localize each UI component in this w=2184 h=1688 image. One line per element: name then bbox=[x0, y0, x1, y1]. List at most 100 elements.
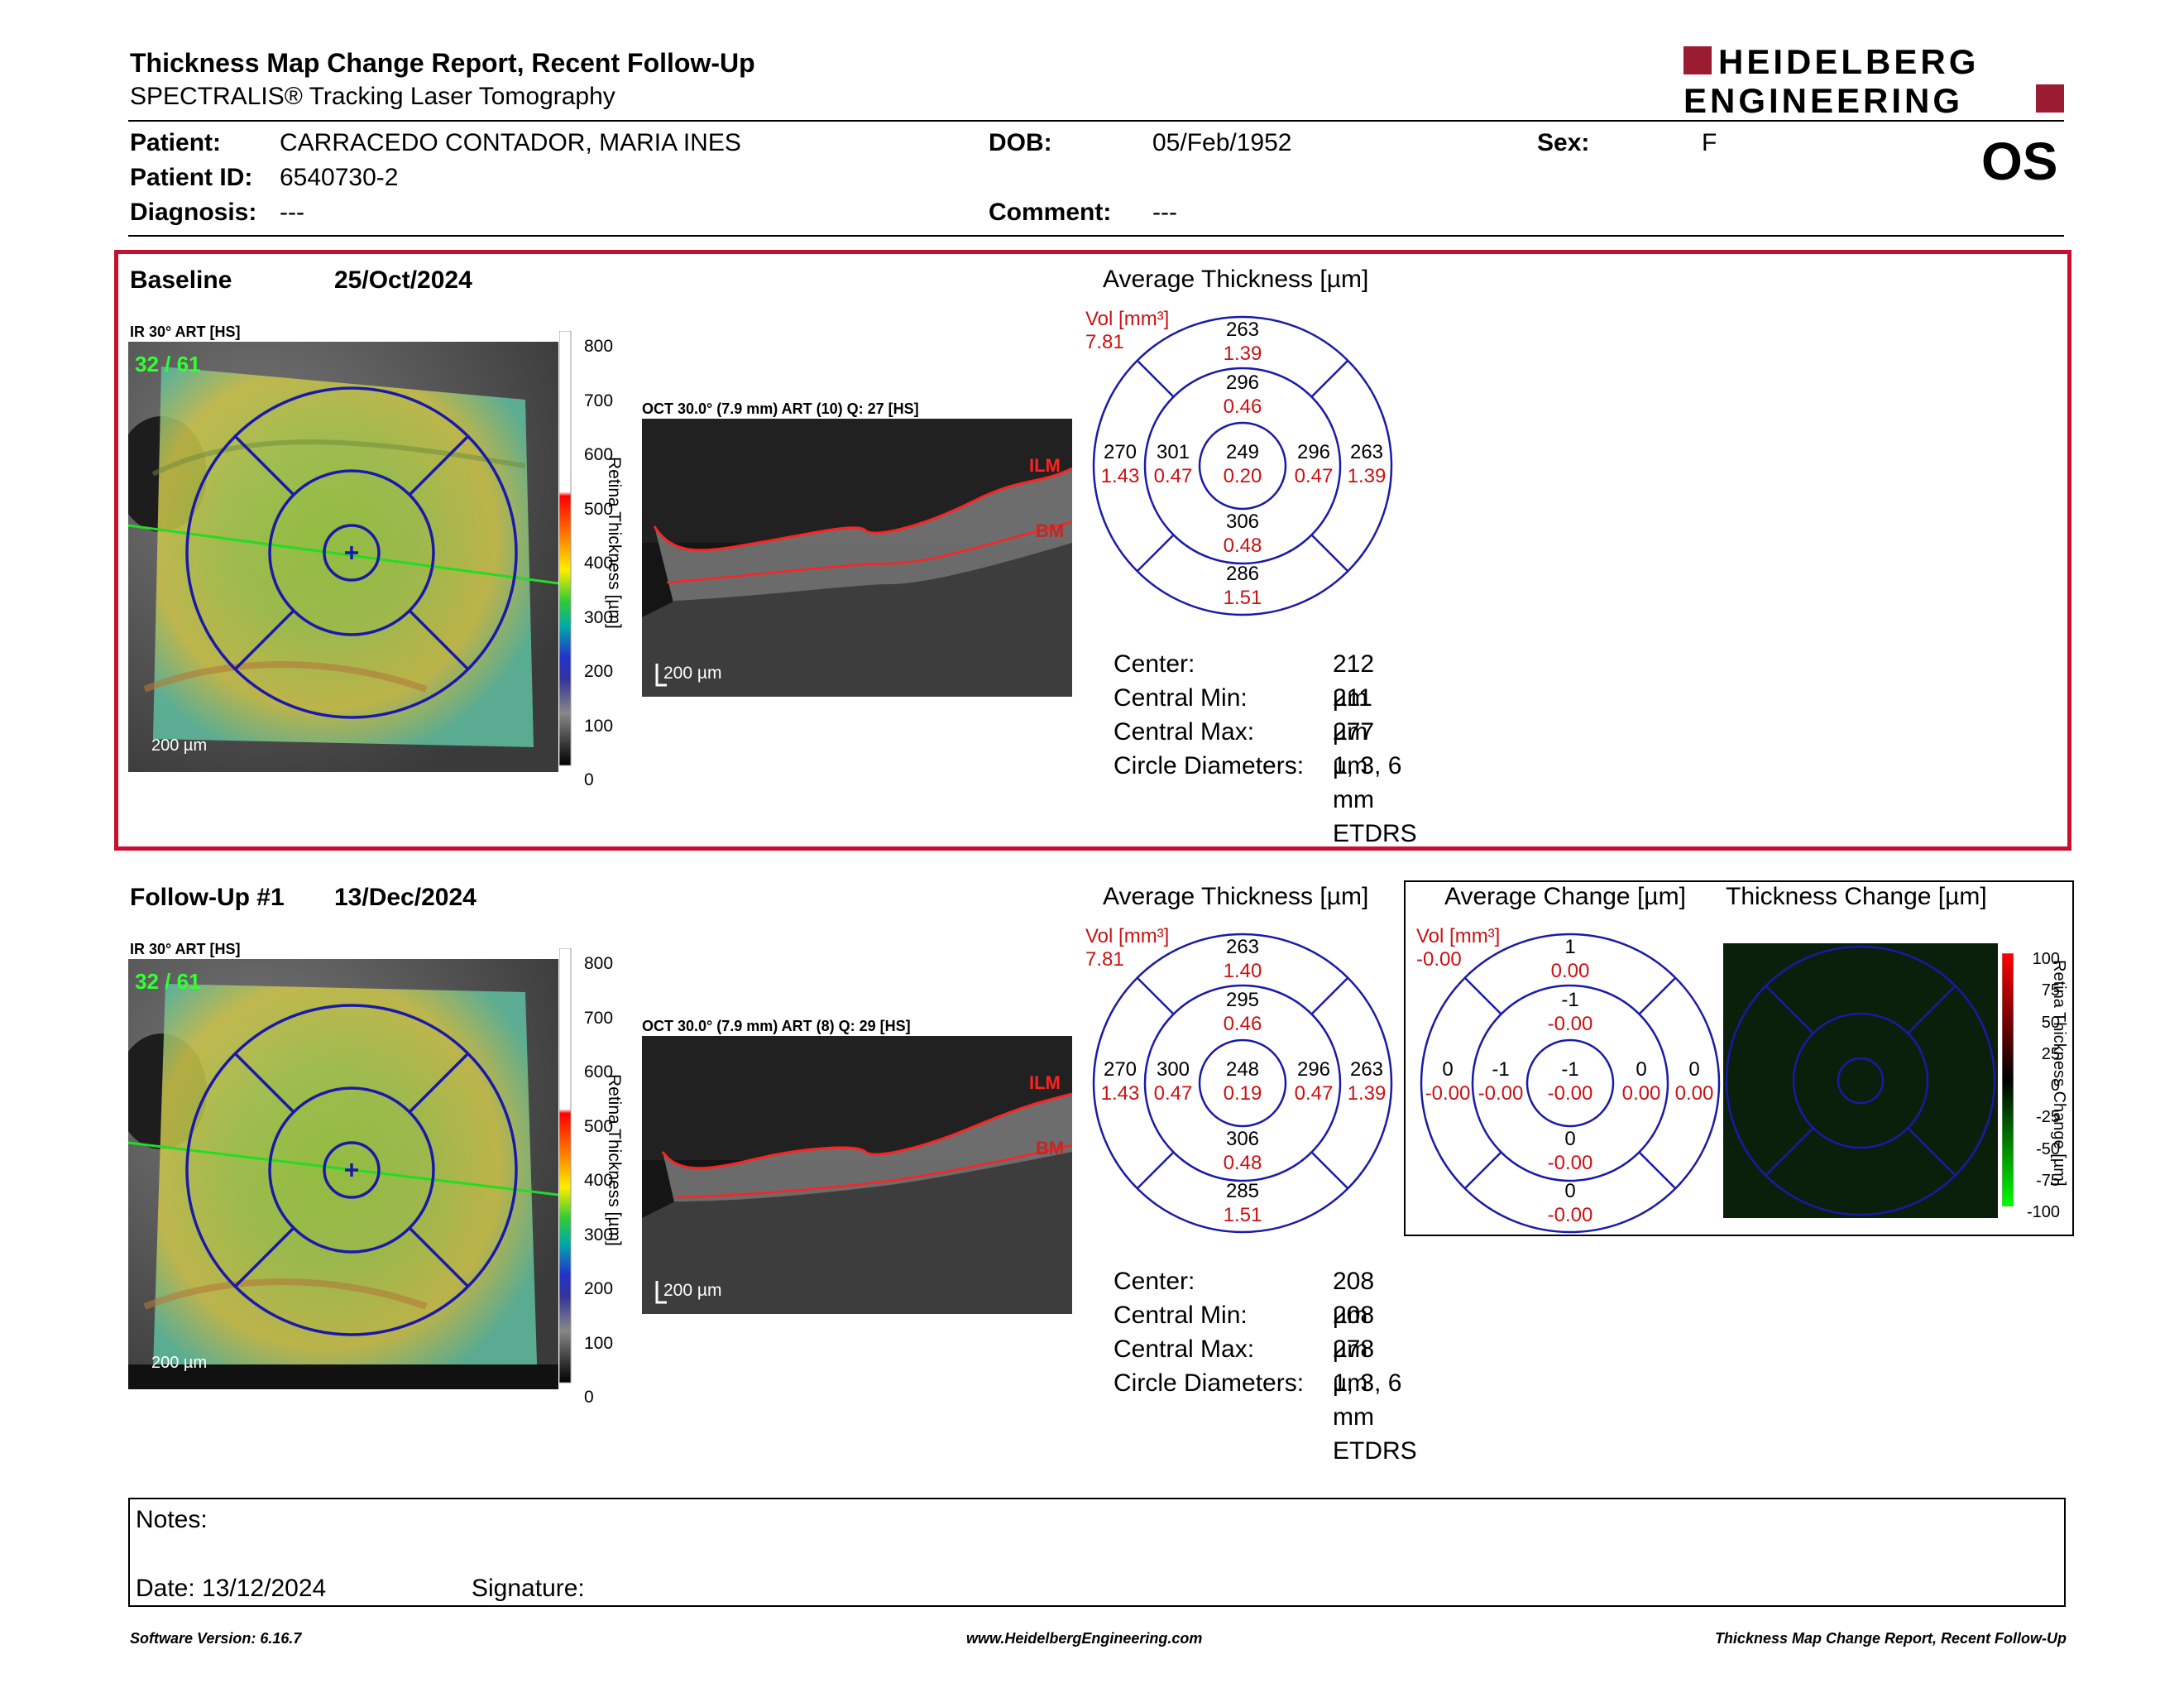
svg-text:270: 270 bbox=[1104, 1058, 1137, 1081]
report-title: Thickness Map Change Report, Recent Foll… bbox=[130, 48, 755, 78]
report-subtitle: SPECTRALIS® Tracking Laser Tomography bbox=[130, 83, 615, 110]
svg-text:0.20: 0.20 bbox=[1224, 465, 1262, 487]
svg-text:1.43: 1.43 bbox=[1101, 1082, 1140, 1105]
svg-text:0.19: 0.19 bbox=[1224, 1082, 1262, 1105]
thickness-change-title: Thickness Change [µm] bbox=[1726, 883, 1987, 910]
diagnosis-label: Diagnosis: bbox=[130, 199, 257, 226]
comment-value: --- bbox=[1152, 199, 1177, 226]
baseline-vol: Vol [mm³] 7.81 bbox=[1085, 308, 1170, 353]
svg-text:296: 296 bbox=[1226, 372, 1259, 394]
svg-text:0: 0 bbox=[1564, 1180, 1575, 1202]
svg-text:0.47: 0.47 bbox=[1295, 1082, 1334, 1105]
baseline-frame bbox=[114, 250, 2071, 851]
svg-text:0: 0 bbox=[1688, 1058, 1699, 1081]
svg-text:1.40: 1.40 bbox=[1224, 960, 1262, 982]
dob-value: 05/Feb/1952 bbox=[1152, 129, 1292, 156]
baseline-fundus-image: 32 / 61 200 µm bbox=[116, 342, 559, 772]
baseline-label: Baseline bbox=[130, 266, 232, 294]
svg-text:0.48: 0.48 bbox=[1224, 1152, 1262, 1174]
followup-stats: Center: 208 µm Central Min: 208 µm Central… bbox=[1114, 1268, 1417, 1465]
svg-text:248: 248 bbox=[1226, 1058, 1259, 1081]
followup-fundus-scale: 200 µm bbox=[151, 1354, 207, 1372]
svg-text:0.00: 0.00 bbox=[1551, 960, 1590, 982]
svg-text:0: 0 bbox=[1442, 1058, 1453, 1081]
baseline-oct-label: OCT 30.0° (7.9 mm) ART (10) Q: 27 [HS] bbox=[642, 400, 919, 417]
svg-text:1.39: 1.39 bbox=[1348, 465, 1387, 487]
followup-colorbar-ticks: 800 700 600 500 400 300 200 100 0 bbox=[584, 954, 614, 1407]
svg-text:0.47: 0.47 bbox=[1154, 465, 1193, 487]
svg-text:0.47: 0.47 bbox=[1154, 1082, 1193, 1105]
svg-text:0.00: 0.00 bbox=[1675, 1082, 1714, 1105]
svg-text:263: 263 bbox=[1350, 1058, 1383, 1081]
footer-report: Thickness Map Change Report, Recent Foll… bbox=[1714, 1630, 2067, 1647]
baseline-etdrs-grid: 263 1.39 296 0.46 270 1.43 301 0.47 249 … bbox=[1085, 305, 1400, 619]
svg-text:0: 0 bbox=[1564, 1128, 1575, 1150]
svg-text:1.39: 1.39 bbox=[1224, 343, 1262, 365]
svg-text:301: 301 bbox=[1157, 441, 1190, 463]
svg-text:0.00: 0.00 bbox=[1622, 1082, 1661, 1105]
baseline-stats: Center: 212 µm Central Min: 211 µm Central… bbox=[1114, 650, 1417, 847]
svg-text:0.46: 0.46 bbox=[1224, 1013, 1262, 1035]
average-change-title: Average Change [µm] bbox=[1444, 883, 1686, 910]
baseline-fundus-scale: 200 µm bbox=[151, 736, 207, 755]
patient-label: Patient: bbox=[130, 129, 222, 156]
svg-text:0.47: 0.47 bbox=[1295, 465, 1334, 487]
thickness-change-map bbox=[1723, 943, 1998, 1218]
sex-label: Sex: bbox=[1537, 129, 1590, 156]
change-etdrs-grid: 1 0.00 -1 -0.00 0 -0.00 -1 -0.00 -1 -0.0… bbox=[1413, 922, 1727, 1236]
notes-date: Date: 13/12/2024 bbox=[136, 1575, 327, 1602]
svg-text:0: 0 bbox=[1636, 1058, 1646, 1081]
svg-text:-1: -1 bbox=[1561, 1058, 1578, 1081]
patient-name: CARRACEDO CONTADOR, MARIA INES bbox=[280, 129, 741, 156]
followup-oct-bscan: ILM BM 200 µm bbox=[642, 1036, 1073, 1314]
svg-text:263: 263 bbox=[1226, 319, 1259, 341]
followup-ir-label: IR 30° ART [HS] bbox=[130, 941, 241, 957]
svg-text:296: 296 bbox=[1297, 441, 1330, 463]
svg-text:286: 286 bbox=[1226, 563, 1259, 585]
svg-text:263: 263 bbox=[1226, 936, 1259, 958]
svg-text:-0.00: -0.00 bbox=[1548, 1082, 1593, 1105]
footer-website[interactable]: www.HeidelbergEngineering.com bbox=[966, 1630, 1203, 1647]
svg-text:306: 306 bbox=[1226, 511, 1259, 533]
svg-text:263: 263 bbox=[1350, 441, 1383, 463]
notes-label: Notes: bbox=[136, 1506, 208, 1533]
logo-text-1: HEIDELBERG bbox=[1718, 43, 1979, 81]
followup-etdrs-grid: 263 1.40 295 0.46 270 1.43 300 0.47 248 … bbox=[1085, 922, 1400, 1236]
notes-box[interactable] bbox=[128, 1498, 2066, 1607]
signature-label: Signature: bbox=[472, 1575, 585, 1602]
svg-text:-0.00: -0.00 bbox=[1548, 1152, 1593, 1174]
baseline-oct-scale: 200 µm bbox=[663, 664, 721, 683]
svg-text:1.39: 1.39 bbox=[1348, 1082, 1387, 1105]
baseline-ilm-label: ILM bbox=[1029, 455, 1061, 476]
svg-text:0.48: 0.48 bbox=[1224, 535, 1262, 557]
followup-vol: Vol [mm³] 7.81 bbox=[1085, 925, 1170, 971]
svg-text:295: 295 bbox=[1226, 989, 1259, 1011]
followup-oct-label: OCT 30.0° (7.9 mm) ART (8) Q: 29 [HS] bbox=[642, 1018, 911, 1034]
logo-text-2: ENGINEERING bbox=[1684, 81, 1963, 117]
footer-software: Software Version: 6.16.7 bbox=[130, 1630, 302, 1647]
comment-label: Comment: bbox=[989, 199, 1112, 226]
svg-text:-1: -1 bbox=[1561, 989, 1578, 1011]
followup-bm-label: BM bbox=[1036, 1138, 1064, 1158]
svg-text:-0.00: -0.00 bbox=[1548, 1013, 1593, 1035]
patient-id-label: Patient ID: bbox=[130, 164, 253, 191]
svg-text:1.43: 1.43 bbox=[1101, 465, 1140, 487]
svg-text:1: 1 bbox=[1564, 936, 1575, 958]
heidelberg-logo: HEIDELBERG ENGINEERING bbox=[1684, 42, 2064, 120]
followup-ir-counter: 32 / 61 bbox=[135, 969, 201, 994]
svg-text:-0.00: -0.00 bbox=[1478, 1082, 1524, 1105]
svg-text:306: 306 bbox=[1226, 1128, 1259, 1150]
followup-oct-scale: 200 µm bbox=[663, 1281, 721, 1300]
svg-text:270: 270 bbox=[1104, 441, 1137, 463]
svg-text:-0.00: -0.00 bbox=[1425, 1082, 1471, 1105]
sex-value: F bbox=[1702, 129, 1717, 156]
baseline-ir-label: IR 30° ART [HS] bbox=[130, 324, 241, 340]
followup-avg-title: Average Thickness [µm] bbox=[1103, 883, 1369, 910]
followup-fundus-image: 32 / 61 200 µm bbox=[116, 959, 559, 1389]
baseline-colorbar bbox=[558, 330, 659, 778]
svg-text:285: 285 bbox=[1226, 1180, 1259, 1202]
baseline-colorbar-ticks: 800 700 600 500 400 300 200 100 0 bbox=[584, 337, 614, 789]
followup-label: Follow-Up #1 bbox=[130, 884, 285, 911]
followup-colorbar bbox=[558, 947, 659, 1395]
baseline-bm-label: BM bbox=[1036, 520, 1064, 541]
